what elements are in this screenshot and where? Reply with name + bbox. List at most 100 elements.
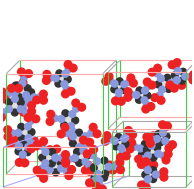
Point [47,159,50,162]
Point [79,136,82,139]
Point [170,81,173,84]
Point [26,132,29,135]
Point [164,139,167,143]
Point [52,162,55,165]
Point [10,104,14,107]
Point [21,132,24,135]
Point [84,135,87,138]
Point [114,99,117,102]
Point [152,169,155,172]
Point [115,85,119,88]
Point [13,91,16,94]
Point [117,136,120,139]
Point [81,138,84,141]
Point [65,131,68,134]
Point [17,91,20,94]
Point [173,87,176,90]
Point [24,94,28,97]
Point [160,134,163,137]
Point [24,134,27,137]
Point [165,159,168,162]
Point [108,138,111,141]
Point [149,144,152,147]
Point [84,143,87,146]
Point [69,125,73,128]
Point [17,131,20,134]
Point [50,157,53,160]
Point [21,106,24,109]
Point [67,115,70,118]
Point [52,167,55,170]
Point [42,93,45,96]
Point [49,113,52,116]
Point [30,147,33,150]
Point [118,160,121,163]
Point [64,92,67,95]
Point [151,172,154,175]
Point [138,95,141,98]
Point [118,80,121,83]
Point [147,151,150,154]
Point [64,153,67,156]
Point [101,188,104,189]
Point [31,143,34,146]
Point [34,117,37,120]
Point [29,119,32,122]
Point [151,71,154,74]
Point [35,98,38,101]
Point [157,152,160,155]
Point [154,135,157,138]
Point [103,176,106,179]
Point [103,159,106,162]
Point [180,84,183,87]
Point [159,77,162,80]
Point [42,99,45,102]
Point [180,79,184,82]
Point [78,131,81,134]
Point [156,72,159,75]
Point [174,65,178,68]
Point [161,81,164,84]
Point [147,137,151,140]
Point [26,93,29,96]
Point [59,167,62,170]
Point [30,104,33,107]
Point [151,139,154,142]
Point [142,93,146,96]
Point [100,169,103,172]
Point [119,83,122,86]
Point [184,75,187,78]
Point [21,130,24,133]
Point [109,79,112,82]
Point [179,77,183,80]
Point [80,106,83,109]
Point [12,102,15,105]
Point [21,146,24,149]
Point [17,150,20,153]
Point [22,90,25,93]
Point [17,145,21,148]
Point [20,147,23,150]
Point [146,80,149,83]
Point [162,170,165,173]
Point [41,156,44,159]
Point [157,133,160,136]
Point [96,171,100,174]
Point [147,172,150,175]
Point [27,98,30,101]
Point [131,133,134,136]
Point [60,117,63,120]
Point [88,165,91,168]
Point [102,170,106,174]
Point [23,75,26,78]
Point [38,171,41,174]
Point [20,70,23,73]
Point [99,163,102,166]
Point [163,85,166,88]
Point [120,146,123,149]
Point [95,188,98,189]
Point [18,96,21,99]
Point [27,146,30,149]
Point [63,126,66,129]
Point [21,96,24,99]
